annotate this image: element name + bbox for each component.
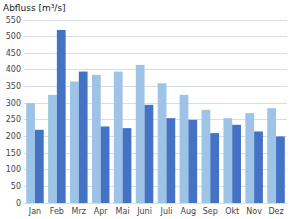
x-ticks: Jan Feb Mrz Apr Mai Juni Juli Aug Sep Okt Nov Dez <box>28 207 284 216</box>
y-tick-label: 500 <box>6 32 21 41</box>
grid-line <box>24 20 287 21</box>
bar <box>35 130 44 203</box>
y-tick-label: 250 <box>6 115 21 124</box>
bar <box>158 83 167 203</box>
y-tick-label: 450 <box>6 49 21 58</box>
bar <box>276 136 285 203</box>
x-tick-label: Dez <box>268 207 283 216</box>
x-tick-label: Jan <box>28 207 41 216</box>
y-tick-label: 350 <box>6 82 21 91</box>
x-tick-label: Juni <box>136 207 152 216</box>
bar <box>188 120 197 203</box>
x-tick-label: Okt <box>225 207 239 216</box>
bar <box>101 126 110 203</box>
bar <box>92 75 101 203</box>
bar <box>70 82 79 203</box>
chart-container: 0 50 100 150 200 250 300 350 400 450 500 550 Jan Feb M… <box>0 0 292 219</box>
bar <box>57 30 66 203</box>
bar <box>267 108 276 203</box>
y-tick-label: 550 <box>6 16 21 25</box>
title: Abfluss [m³/s] <box>3 3 66 13</box>
x-tick-label: Nov <box>246 207 262 216</box>
bar <box>202 110 211 203</box>
bar <box>210 133 219 203</box>
y-tick-label: 300 <box>6 99 21 108</box>
x-tick-label: Juli <box>160 207 173 216</box>
y-ticks: 0 50 100 150 200 250 300 350 400 450 500 550 <box>6 16 21 208</box>
x-tick-label: Mai <box>116 207 130 216</box>
bar <box>166 118 175 203</box>
x-tick-label: Aug <box>181 207 197 216</box>
y-tick-label: 0 <box>16 199 21 208</box>
bar <box>232 125 241 203</box>
bar <box>136 65 145 203</box>
bar <box>223 118 232 203</box>
chart: 0 50 100 150 200 250 300 350 400 450 500 550 Jan Feb M… <box>0 0 292 219</box>
grid <box>24 20 287 203</box>
x-tick-label: Mrz <box>72 207 86 216</box>
bar <box>254 131 263 203</box>
bar <box>79 72 88 203</box>
x-tick-label: Feb <box>50 207 64 216</box>
bar <box>245 113 254 203</box>
y-tick-label: 400 <box>6 65 21 74</box>
bar <box>48 95 57 203</box>
x-tick-label: Apr <box>94 207 109 216</box>
bar <box>180 95 189 203</box>
bar <box>114 72 123 203</box>
bar <box>123 128 132 203</box>
bar <box>145 105 154 203</box>
y-tick-label: 100 <box>6 165 21 174</box>
y-tick-label: 200 <box>6 132 21 141</box>
x-tick-label: Sep <box>203 207 218 216</box>
bar <box>26 103 35 203</box>
y-tick-label: 50 <box>11 182 21 191</box>
bars <box>26 30 285 203</box>
y-tick-label: 150 <box>6 149 21 158</box>
